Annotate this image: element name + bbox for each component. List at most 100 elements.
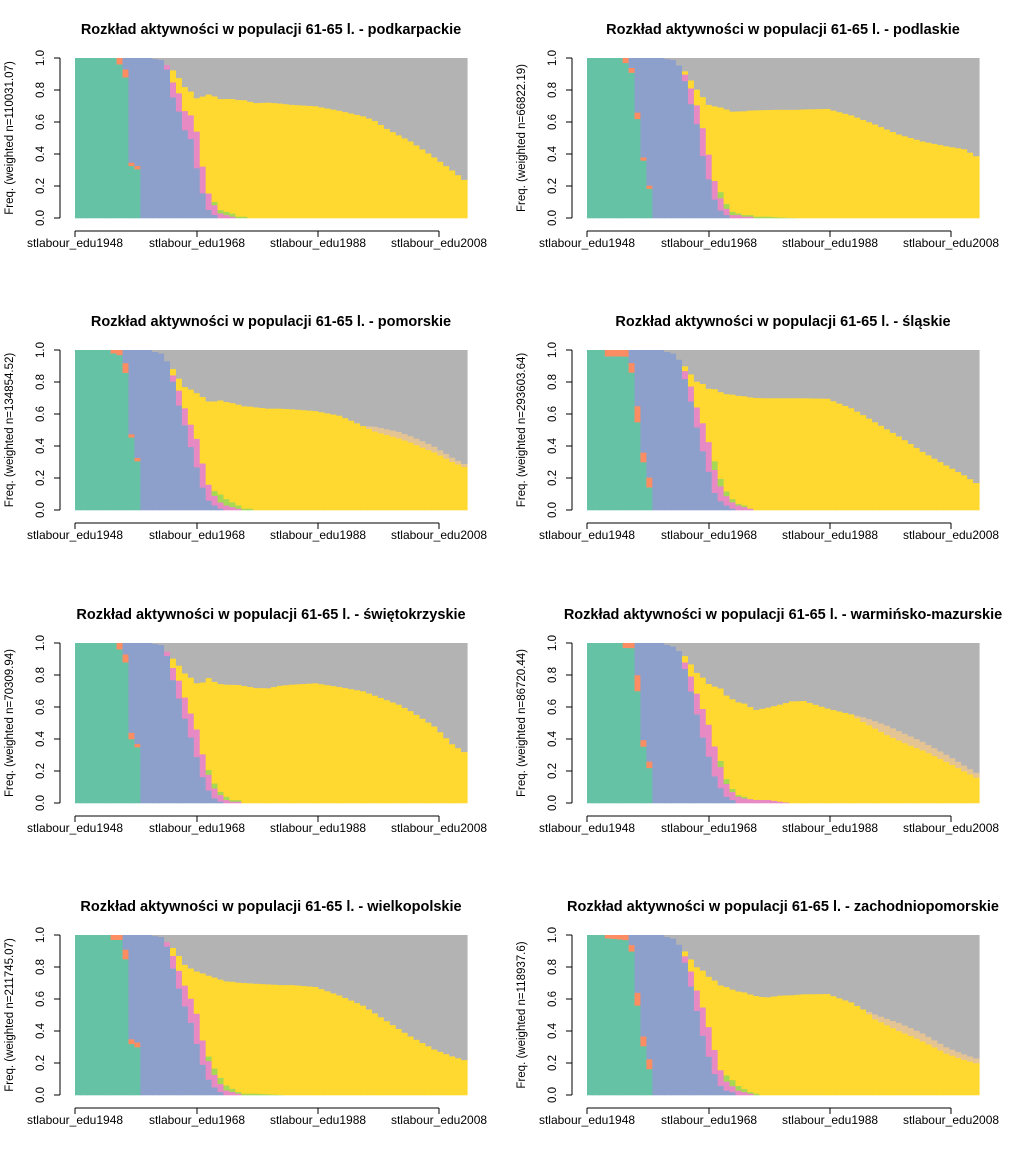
y-tick-label: 0.4: [547, 437, 559, 454]
bar-segment-green: [634, 118, 642, 219]
chart-panel-4: Rozkład aktywności w populacji 61-65 l. …: [516, 314, 999, 542]
bar-segment-yellow: [407, 141, 415, 219]
bar-segment-yellow: [205, 94, 213, 194]
bar-segment-gray: [271, 935, 278, 985]
bar-segment-lime: [741, 796, 748, 799]
bar-segment-gray: [955, 350, 962, 473]
bar-segment-yellow: [699, 96, 707, 129]
bar-segment-blue: [687, 103, 695, 219]
bar-segment-yellow: [729, 989, 737, 1081]
bar-segment-tan: [895, 730, 903, 741]
bar-segment-gray: [324, 350, 331, 414]
bar-segment-gray: [753, 58, 760, 111]
y-tick-label: 1.0: [547, 342, 559, 358]
bar-segment-gray: [937, 58, 944, 146]
bar-segment-orange: [622, 350, 630, 357]
bar-segment-gray: [812, 350, 820, 399]
y-tick-label: 0.0: [35, 502, 47, 518]
bar-segment-yellow: [318, 411, 326, 511]
bar-segment-yellow: [401, 440, 409, 511]
bar-segment-blue: [634, 58, 642, 113]
bar-segment-gray: [967, 935, 974, 1057]
bar-segment-yellow: [211, 977, 219, 1069]
bar-segment-blue: [152, 643, 159, 804]
bar-segment-tan: [883, 1018, 891, 1026]
bar-segment-orange: [634, 992, 642, 1006]
bar-segment-yellow: [848, 1002, 855, 1096]
bar-segment-blue: [211, 798, 219, 804]
y-tick-label: 0.6: [35, 114, 47, 130]
bar-segment-green: [616, 58, 624, 219]
bar-segment-gray: [235, 58, 242, 101]
bar-segment-yellow: [854, 717, 861, 804]
bar-segment-green: [80, 935, 88, 1096]
bar-segment-yellow: [889, 432, 897, 511]
bar-segment-green: [116, 354, 124, 511]
bar-segment-green: [128, 739, 135, 804]
bar-segment-yellow: [223, 981, 231, 1086]
y-tick-label: 0.8: [35, 374, 47, 390]
bar-segment-pink: [735, 214, 743, 219]
bar-segment-gray: [170, 350, 177, 370]
x-tick-label: stlabour_edu1988: [782, 821, 878, 835]
bar-segment-green: [104, 58, 112, 219]
bar-segment-pink: [193, 729, 201, 758]
bar-segment-gray: [401, 643, 409, 708]
bar-segment-yellow: [842, 1000, 849, 1096]
bar-segment-gray: [175, 350, 183, 379]
bar-segment-yellow: [199, 396, 207, 464]
bar-segment-yellow: [723, 986, 731, 1076]
bar-segment-pink: [223, 214, 231, 219]
bar-segment-blue: [211, 1087, 219, 1096]
bar-segment-yellow: [693, 89, 701, 106]
bar-segment-yellow: [199, 973, 207, 1041]
bar-segment-tan: [413, 438, 421, 446]
bar-segment-gray: [907, 935, 915, 1029]
bar-segment-yellow: [193, 98, 201, 132]
bar-segment-green: [92, 350, 100, 511]
bar-segment-yellow: [771, 109, 778, 218]
bar-segment-yellow: [753, 995, 760, 1094]
bar-segment-yellow: [925, 1044, 933, 1096]
bar-segment-gray: [282, 350, 290, 409]
bar-segment-tan: [967, 1056, 974, 1062]
bar-segment-yellow: [783, 702, 790, 803]
bar-segment-yellow: [889, 737, 897, 804]
bar-segment-yellow: [753, 110, 760, 217]
bar-segment-blue: [628, 935, 636, 946]
bar-segment-yellow: [235, 404, 242, 506]
bar-segment-pink: [175, 970, 183, 989]
bar-segment-yellow: [181, 86, 189, 112]
bar-segment-gray: [670, 350, 677, 354]
bars-group: [75, 350, 468, 511]
bar-segment-gray: [449, 58, 456, 171]
bar-segment-lime: [271, 1094, 278, 1096]
chart-panel-1: Rozkład aktywności w populacji 61-65 l. …: [4, 22, 487, 250]
bar-segment-gray: [955, 643, 962, 762]
bar-segment-yellow: [294, 104, 302, 219]
bar-segment-gray: [830, 935, 838, 997]
bar-segment-yellow: [883, 429, 891, 511]
bar-segment-pink: [699, 422, 707, 452]
bar-segment-pink: [741, 1091, 748, 1096]
x-tick-label: stlabour_edu1968: [149, 1113, 245, 1127]
y-axis-label: Freq. (weighted n=293603.64): [516, 353, 528, 508]
bar-segment-gray: [413, 935, 421, 1040]
bar-segment-gray: [312, 58, 320, 107]
bar-segment-yellow: [907, 443, 915, 511]
chart-title: Rozkład aktywności w populacji 61-65 l. …: [91, 314, 451, 330]
bar-segment-yellow: [175, 665, 183, 681]
bar-segment-lime: [729, 1079, 737, 1087]
bar-segment-yellow: [883, 129, 891, 219]
bar-segment-yellow: [324, 413, 331, 511]
bar-segment-blue: [175, 111, 183, 219]
bar-segment-pink: [729, 502, 737, 509]
bar-segment-yellow: [687, 80, 695, 89]
bar-segment-orange: [640, 452, 647, 463]
bar-segment-green: [116, 649, 124, 804]
bar-segment-gray: [907, 58, 915, 139]
bar-segment-gray: [800, 58, 808, 110]
bar-segment-gray: [943, 935, 950, 1048]
bar-segment-blue: [717, 501, 725, 511]
bar-segment-blue: [699, 1035, 707, 1096]
